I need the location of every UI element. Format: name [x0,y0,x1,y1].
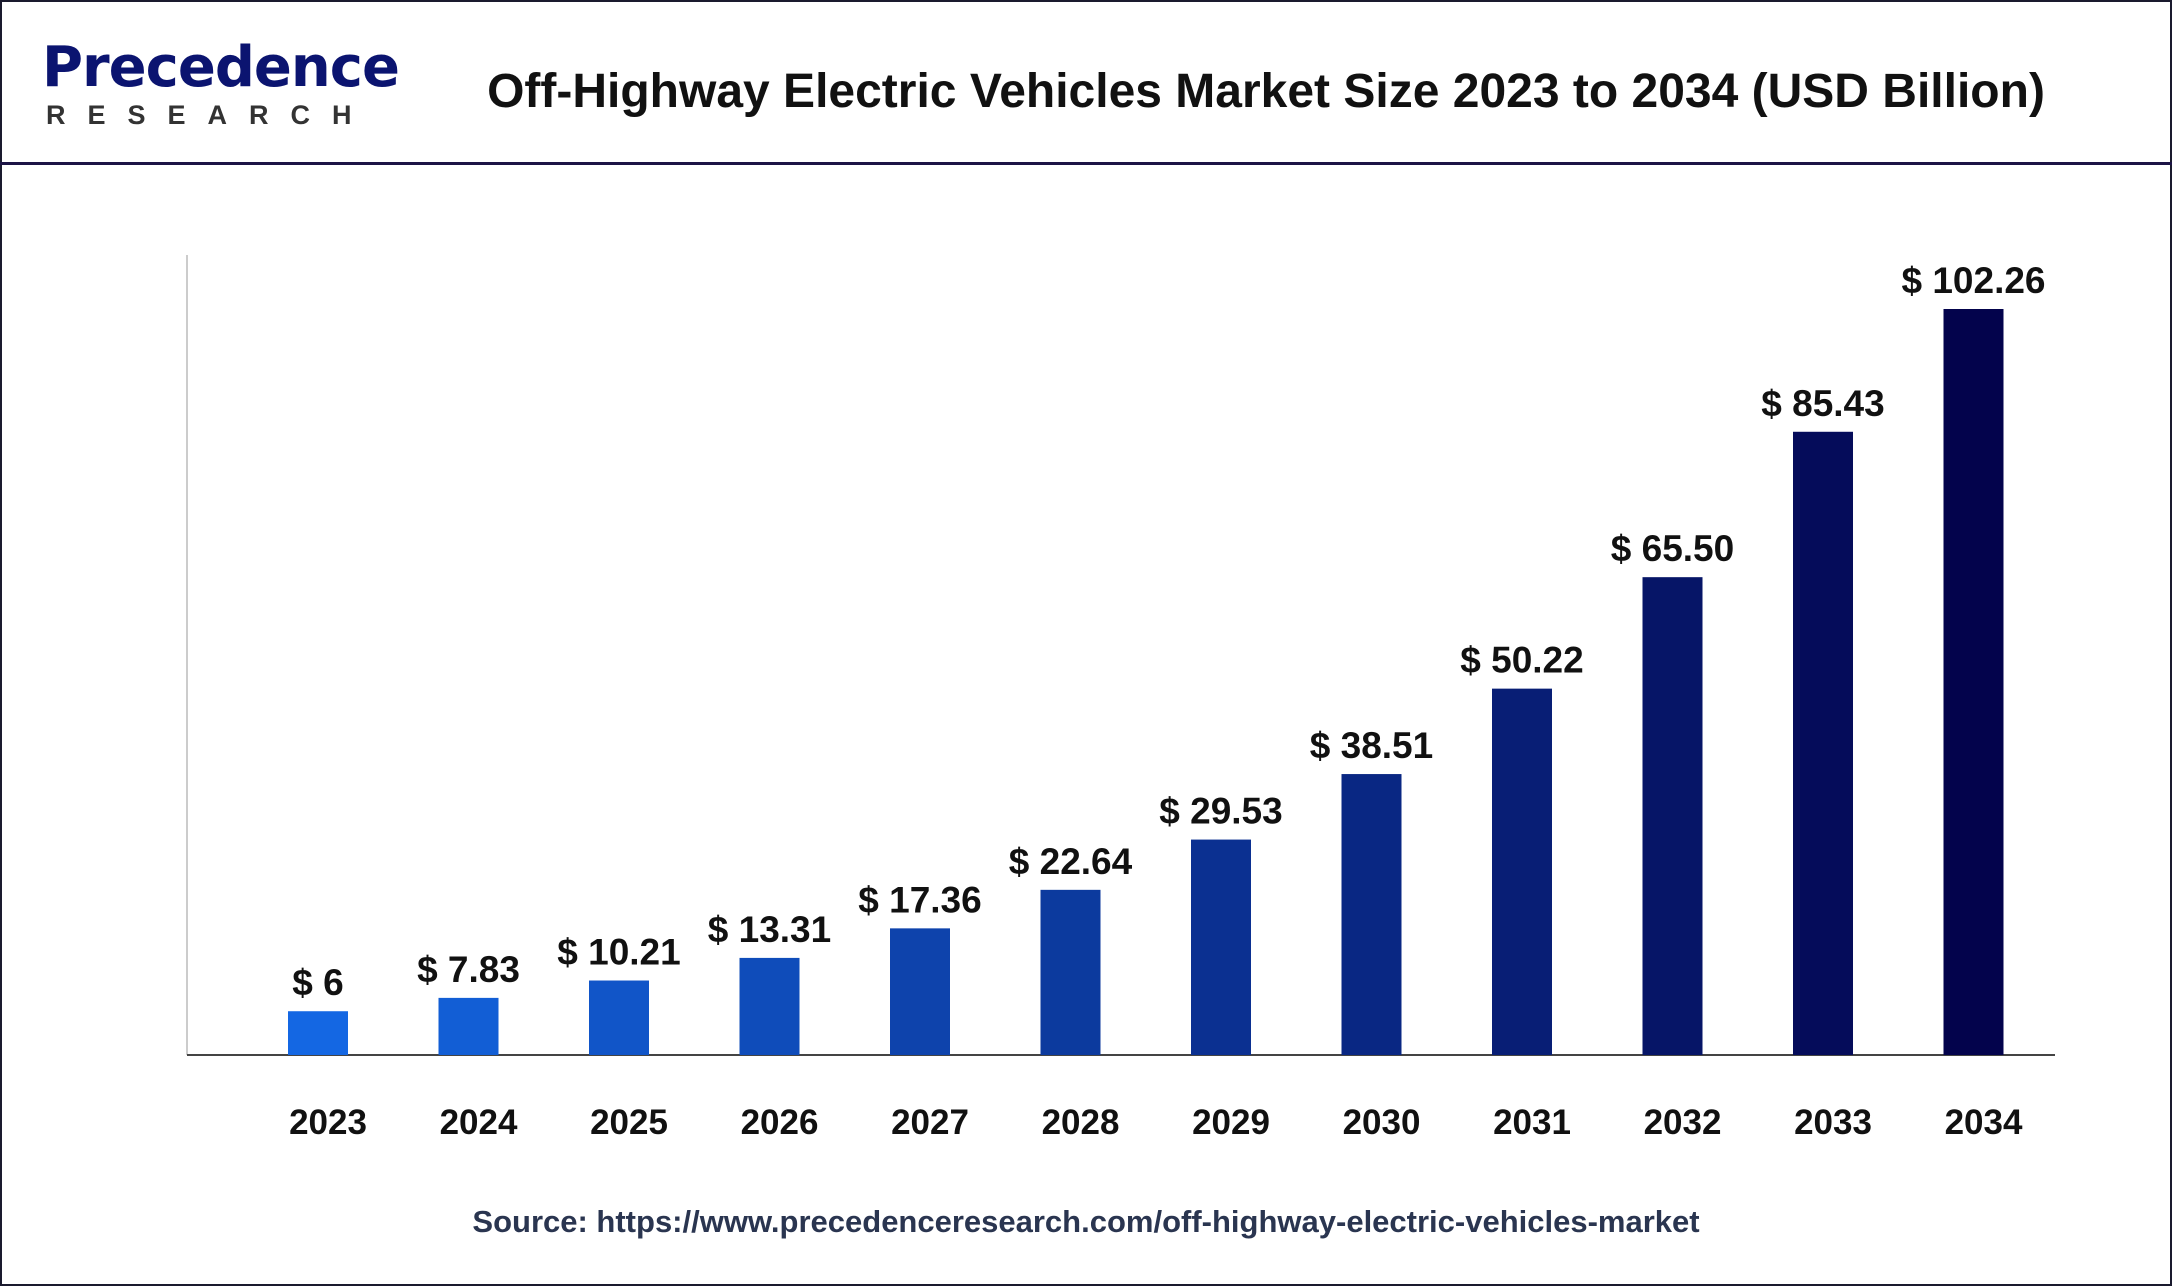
x-tick-2025: 2025 [590,1103,668,1142]
data-label-2034: $ 102.26 [1901,260,2045,301]
bar-2027 [890,928,950,1055]
bar-2031 [1492,688,1552,1055]
bar-2026 [739,957,800,1055]
x-tick-2026: 2026 [741,1103,819,1142]
data-label-2024: $ 7.83 [417,949,520,990]
bar-2023 [288,1011,348,1055]
x-tick-2028: 2028 [1042,1103,1120,1142]
data-label-2032: $ 65.50 [1611,528,1734,569]
data-label-2027: $ 17.36 [858,879,981,920]
logo-text: Precedence [42,35,400,100]
x-tick-2032: 2032 [1644,1103,1722,1142]
bar-2028 [1040,889,1101,1055]
bar-2029 [1191,839,1251,1055]
data-label-2031: $ 50.22 [1460,640,1583,681]
data-label-2030: $ 38.51 [1310,725,1433,766]
data-label-2029: $ 29.53 [1159,791,1282,832]
bar-2025 [589,980,649,1055]
data-label-2025: $ 10.21 [557,932,680,973]
x-tick-2031: 2031 [1493,1103,1571,1142]
x-tick-2027: 2027 [891,1103,969,1142]
x-tick-2033: 2033 [1794,1103,1872,1142]
logo-sub: RESEARCH [46,100,374,130]
x-tick-2034: 2034 [1945,1103,2023,1142]
bar-2030 [1341,774,1402,1055]
bar-2024 [438,997,499,1055]
data-label-2026: $ 13.31 [708,909,831,950]
header: Precedence RESEARCH Off-Highway Electric… [0,0,2172,165]
source-text: Source: https://www.precedenceresearch.c… [472,1204,1700,1239]
data-label-2033: $ 85.43 [1761,383,1884,424]
chart-title: Off-Highway Electric Vehicles Market Siz… [487,65,2045,118]
bar-2032 [1642,577,1703,1055]
bar-2034 [1943,309,2004,1055]
x-tick-2029: 2029 [1192,1103,1270,1142]
data-label-2023: $ 6 [292,962,343,1003]
bar-2033 [1793,431,1853,1055]
data-label-2028: $ 22.64 [1009,841,1133,882]
x-tick-2030: 2030 [1343,1103,1421,1142]
x-tick-2024: 2024 [440,1103,518,1142]
logo: Precedence RESEARCH [42,35,400,132]
x-tick-2023: 2023 [289,1103,367,1142]
